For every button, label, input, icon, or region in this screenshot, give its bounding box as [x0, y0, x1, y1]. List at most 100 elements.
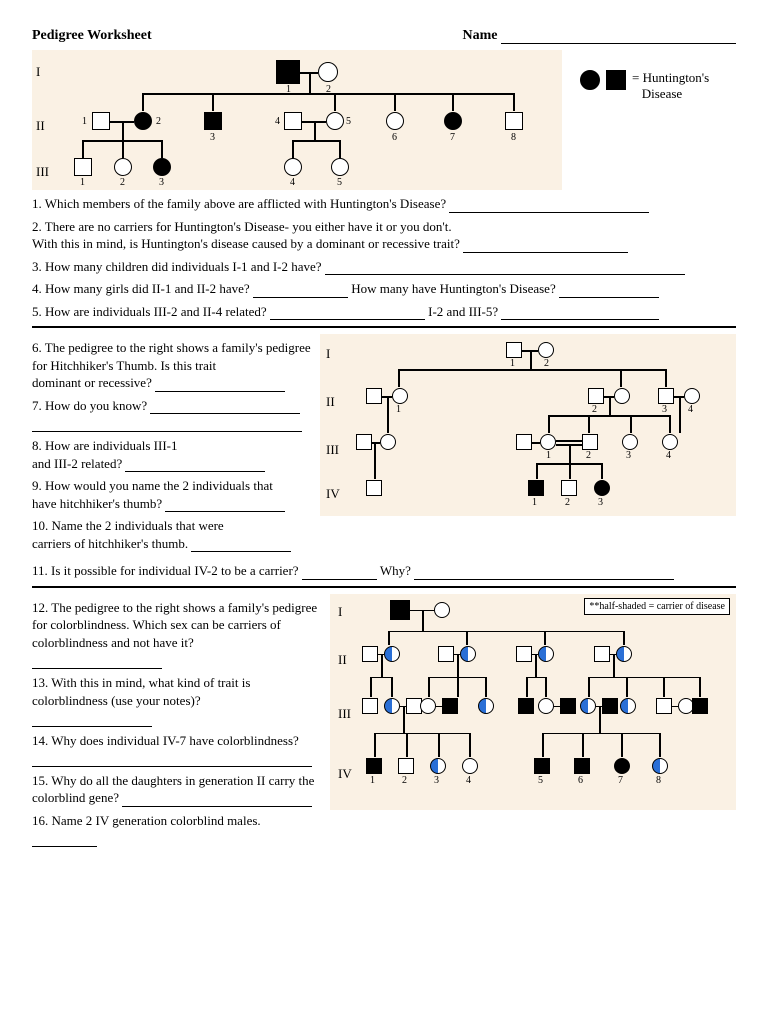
line	[387, 415, 389, 433]
II-1	[366, 388, 382, 404]
gen-I: I	[36, 64, 40, 80]
II-3-carrier	[538, 646, 554, 662]
line	[374, 733, 376, 757]
II-6-female	[386, 112, 404, 130]
line	[142, 93, 514, 95]
gen-IV: IV	[338, 766, 352, 782]
line	[403, 707, 405, 733]
IV-4	[462, 758, 478, 774]
q15: 15. Why do all the daughters in generati…	[32, 772, 322, 807]
lbl: 5	[538, 775, 543, 786]
line	[588, 677, 590, 697]
line	[292, 140, 294, 158]
III-5-female	[331, 158, 349, 176]
gen-II: II	[36, 118, 45, 134]
line	[388, 631, 624, 633]
line	[526, 677, 546, 679]
legend-text: = Huntington's Disease	[632, 70, 709, 102]
III-3-female-affected	[153, 158, 171, 176]
q12: 12. The pedigree to the right shows a fa…	[32, 599, 322, 669]
header: Pedigree Worksheet Name	[32, 28, 736, 44]
II-1s	[392, 388, 408, 404]
II-4	[684, 388, 700, 404]
line	[613, 655, 615, 677]
q11: 11. Is it possible for individual IV-2 t…	[32, 562, 736, 580]
II-m1	[362, 646, 378, 662]
pedigree-3: **half-shaded = carrier of disease I II …	[330, 594, 736, 810]
line	[548, 415, 550, 433]
III-1c	[540, 434, 556, 450]
line	[161, 140, 163, 158]
lbl: 3	[626, 450, 631, 461]
III-d-affected	[442, 698, 458, 714]
q3: 3. How many children did individuals I-1…	[32, 258, 736, 276]
line	[438, 733, 440, 757]
lbl: 2	[402, 775, 407, 786]
lbl: 1	[80, 177, 85, 188]
section-3: 12. The pedigree to the right shows a fa…	[32, 594, 736, 852]
section-2: 6. The pedigree to the right shows a fam…	[32, 334, 736, 557]
line	[679, 397, 681, 433]
lbl: 1	[82, 116, 87, 127]
lbl: 4	[290, 177, 295, 188]
III-a	[362, 698, 378, 714]
line	[485, 677, 487, 697]
gen-III: III	[326, 442, 339, 458]
lbl: 6	[392, 132, 397, 143]
line	[388, 631, 390, 645]
IV-2	[398, 758, 414, 774]
line	[663, 677, 665, 697]
III-2	[582, 434, 598, 450]
line	[387, 397, 389, 415]
III-b-carrier	[384, 698, 400, 714]
line	[452, 93, 454, 111]
IV-6-affected	[574, 758, 590, 774]
II-5-female	[326, 112, 344, 130]
divider	[32, 586, 736, 588]
lbl: 4	[666, 450, 671, 461]
pedigree-1: I II III 1 2 1 2 3 4 5 6 7	[32, 50, 562, 190]
gen-IV: IV	[326, 486, 340, 502]
legend-carrier: **half-shaded = carrier of disease	[584, 598, 730, 615]
III-e-carrier	[478, 698, 494, 714]
line	[569, 445, 571, 463]
lbl: 4	[688, 404, 693, 415]
III-m-affected	[692, 698, 708, 714]
lbl: 2	[156, 116, 161, 127]
lbl: 2	[586, 450, 591, 461]
line	[599, 707, 601, 733]
title: Pedigree Worksheet	[32, 28, 152, 44]
lbl: 1	[370, 775, 375, 786]
line	[122, 140, 124, 158]
line	[339, 140, 341, 158]
III-1b	[516, 434, 532, 450]
II-2-carrier	[460, 646, 476, 662]
line	[314, 122, 316, 140]
legend-square-icon	[606, 70, 626, 90]
III-f-affected	[518, 698, 534, 714]
line	[582, 733, 584, 757]
I-1	[506, 342, 522, 358]
line	[532, 442, 540, 444]
line	[292, 140, 340, 142]
line	[659, 733, 661, 757]
line	[609, 397, 611, 415]
lbl: 8	[656, 775, 661, 786]
q4: 4. How many girls did II-1 and II-2 have…	[32, 280, 736, 298]
line	[370, 677, 392, 679]
gen-III: III	[36, 164, 49, 180]
lbl: 2	[592, 404, 597, 415]
II-3-male-affected	[204, 112, 222, 130]
II-1-carrier	[384, 646, 400, 662]
line	[536, 463, 538, 479]
line	[542, 733, 544, 757]
line	[545, 677, 547, 697]
lbl: 1	[532, 497, 537, 508]
lbl: 7	[450, 132, 455, 143]
III-k-carrier	[620, 698, 636, 714]
III-c	[420, 698, 436, 714]
IV-1-affected	[366, 758, 382, 774]
line	[82, 140, 84, 158]
IV-1-affected	[528, 480, 544, 496]
line	[370, 677, 372, 697]
